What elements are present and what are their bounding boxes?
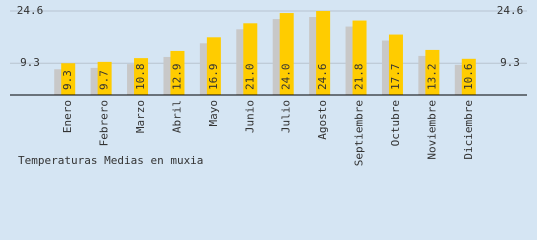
bar	[134, 58, 149, 95]
chart: Temperaturas Medias en muxia 9.3 9.3 24.6 2…	[0, 0, 537, 174]
x-tick-label: Marzo	[134, 100, 147, 133]
x-tick-label: Octubre	[389, 100, 402, 146]
x-tick-label: Agosto	[316, 100, 329, 140]
x-tick-label: Julio	[280, 100, 293, 133]
bar	[279, 13, 294, 95]
bar	[352, 20, 367, 96]
x-tick-label: Febrero	[98, 100, 111, 146]
value-label: 24.0	[280, 64, 293, 91]
bar	[461, 58, 476, 95]
bar	[243, 23, 258, 96]
value-label: 16.9	[207, 64, 220, 91]
x-tick-label: Diciembre	[462, 100, 475, 160]
bar	[206, 37, 221, 95]
value-label: 21.8	[353, 64, 366, 91]
bar	[97, 61, 112, 95]
value-label: 10.8	[134, 64, 147, 91]
x-tick-label: Abril	[170, 100, 183, 133]
bar	[61, 63, 76, 95]
value-label: 21.0	[243, 64, 256, 91]
y-tick-label: 24.6	[497, 4, 524, 17]
chart-title: Temperaturas Medias en muxia	[18, 154, 203, 167]
y-tick-label: 9.3	[500, 56, 520, 69]
value-label: 13.2	[425, 64, 438, 91]
x-tick-label: Septiembre	[353, 100, 366, 166]
y-tick-label: 9.3	[20, 56, 40, 69]
value-label: 17.7	[389, 64, 402, 91]
y-tick-label: 24.6	[17, 4, 44, 17]
x-tick-label: Noviembre	[425, 100, 438, 160]
value-label: 9.7	[98, 70, 111, 90]
bar	[425, 49, 440, 95]
value-label: 9.3	[61, 70, 74, 90]
value-label: 24.6	[316, 64, 329, 91]
bar	[316, 11, 331, 95]
x-tick-label: Enero	[61, 100, 74, 133]
bar	[170, 50, 185, 95]
background	[0, 0, 537, 174]
value-label: 12.9	[170, 64, 183, 91]
bar	[388, 34, 403, 95]
x-tick-label: Junio	[243, 100, 256, 133]
value-label: 10.6	[462, 64, 475, 91]
x-tick-label: Mayo	[207, 100, 220, 127]
